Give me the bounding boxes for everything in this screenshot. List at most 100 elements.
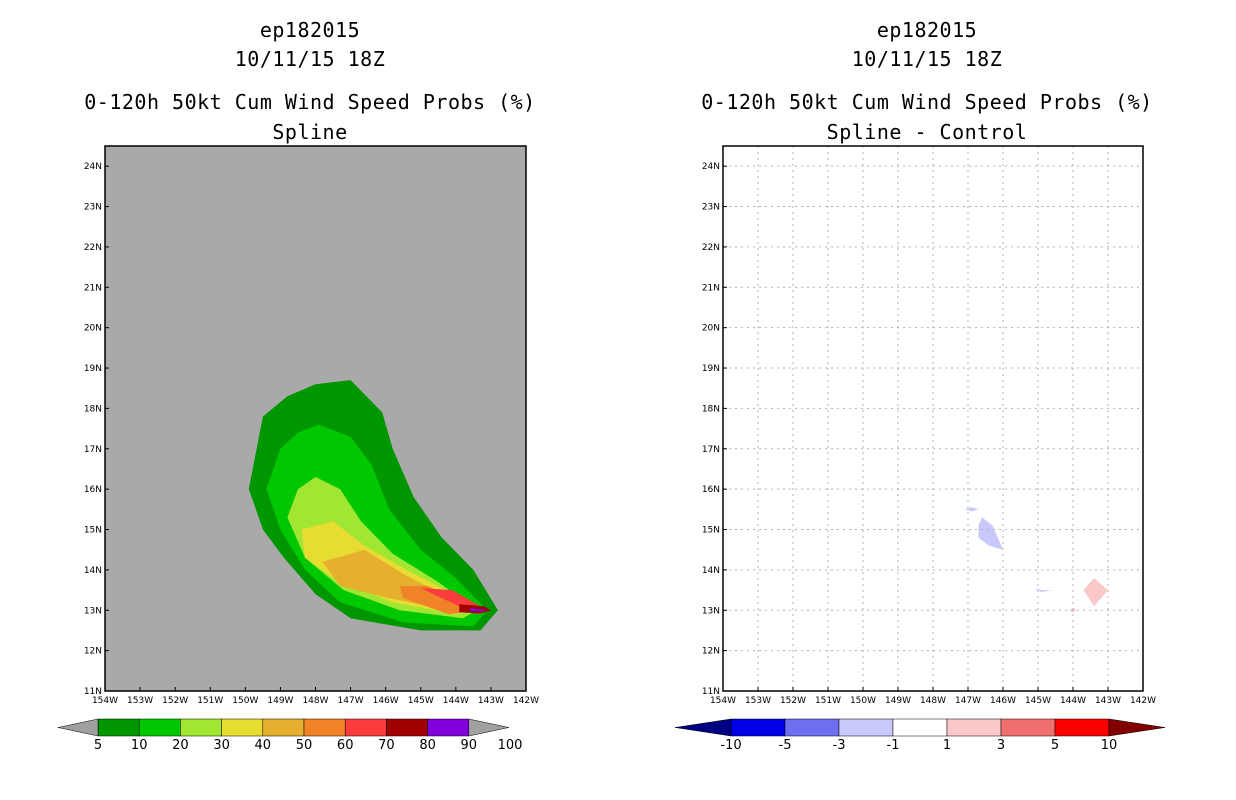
left-ytick-label: 19N	[84, 364, 102, 374]
right-colorbar-extend-high	[1108, 718, 1166, 737]
right-ytick-label: 24N	[702, 162, 720, 172]
right-ytick-label: 13N	[702, 606, 720, 616]
left-ytick-label: 12N	[84, 647, 102, 657]
right-ytick-label: 16N	[702, 485, 720, 495]
left-colorbar-swatch	[138, 718, 181, 737]
left-colorbar-label: 50	[296, 738, 313, 753]
right-colorbar-label: 3	[997, 738, 1005, 753]
right-xtick-label: 144W	[1060, 696, 1086, 706]
right-ytick-label: 20N	[702, 324, 720, 334]
right-colorbar-label: -10	[720, 738, 741, 753]
left-ytick-label: 22N	[84, 243, 102, 253]
left-contour-10-1	[266, 424, 488, 627]
left-ytick-label: 15N	[84, 526, 102, 536]
right-ytick-label: 12N	[702, 647, 720, 657]
right-colorbar-swatch	[892, 718, 948, 737]
right-ytick-label: 15N	[702, 526, 720, 536]
right-xtick-label: 151W	[815, 696, 841, 706]
left-colorbar-swatch	[221, 718, 264, 737]
left-xtick-label: 153W	[127, 696, 153, 706]
left-contour-90-9	[469, 608, 488, 612]
right-xtick-label: 142W	[1130, 696, 1156, 706]
right-xtick-label: 149W	[885, 696, 911, 706]
left-colorbar-label: 100	[498, 738, 523, 753]
right-colorbar-label: -3	[833, 738, 846, 753]
right-ytick-label: 19N	[702, 364, 720, 374]
left-ytick-label: 11N	[84, 687, 102, 697]
left-colorbar-label: 5	[94, 738, 102, 753]
left-colorbar-swatch	[97, 718, 140, 737]
right-colorbar-swatch	[1000, 718, 1056, 737]
right-xtick-label: 148W	[920, 696, 946, 706]
left-colorbar-swatch	[303, 718, 346, 737]
right-title-line-4: Spline - Control	[826, 120, 1028, 144]
left-colorbar-extend-low	[57, 718, 99, 737]
right-colorbar-swatch	[946, 718, 1002, 737]
right-colorbar-label: -1	[887, 738, 900, 753]
right-colorbar-extend-low	[674, 718, 732, 737]
right-contour-neg1-1	[978, 517, 1003, 550]
left-colorbar-swatch	[427, 718, 470, 737]
left-colorbar-label: 90	[461, 738, 478, 753]
left-ytick-label: 18N	[84, 404, 102, 414]
left-ytick-label: 16N	[84, 485, 102, 495]
right-xtick-label: 154W	[710, 696, 736, 706]
left-xtick-label: 152W	[162, 696, 188, 706]
left-xtick-label: 147W	[338, 696, 364, 706]
right-xtick-label: 153W	[745, 696, 771, 706]
right-colorbar-swatch	[1054, 718, 1110, 737]
left-colorbar-swatch	[262, 718, 305, 737]
left-xtick-label: 145W	[408, 696, 434, 706]
left-xtick-label: 154W	[92, 696, 118, 706]
right-map-frame	[722, 145, 1144, 692]
left-colorbar-swatch	[344, 718, 387, 737]
left-xtick-label: 151W	[197, 696, 223, 706]
left-colorbar-swatch	[180, 718, 222, 737]
right-map-panel: 154W 153W 152W 151W 150W 149W 148W 147W 146W 145W…	[702, 145, 1156, 706]
left-ytick-label: 23N	[84, 203, 102, 213]
left-title-line-1: ep182015	[259, 18, 361, 42]
left-map-frame	[104, 145, 527, 692]
left-title-line-3: 0-120h 50kt Cum Wind Speed Probs (%)	[84, 90, 536, 114]
right-ytick-label: 11N	[702, 687, 720, 697]
left-xtick-label: 143W	[478, 696, 504, 706]
right-xtick-label: 147W	[955, 696, 981, 706]
right-contour-neg1-2	[1034, 588, 1052, 593]
left-map-panel: 154W 153W 152W 151W 150W 149W 148W 147W 146W 145W…	[84, 145, 539, 706]
right-colorbar: -10 -5 -3 -1 1 3 5 10	[674, 718, 1166, 753]
right-title-line-1: ep182015	[876, 18, 978, 42]
right-xtick-label: 150W	[850, 696, 876, 706]
left-xtick-label: 142W	[513, 696, 539, 706]
left-ytick-label: 20N	[84, 324, 102, 334]
right-ytick-label: 17N	[702, 445, 720, 455]
right-title-line-3: 0-120h 50kt Cum Wind Speed Probs (%)	[701, 90, 1153, 114]
left-ytick-label: 14N	[84, 566, 102, 576]
left-colorbar-label: 30	[213, 738, 230, 753]
right-contour-1-3	[1083, 578, 1108, 607]
left-xtick-label: 146W	[373, 696, 399, 706]
right-colorbar-swatch	[784, 718, 840, 737]
right-ytick-label: 22N	[702, 243, 720, 253]
left-ytick-label: 21N	[84, 283, 102, 293]
right-ytick-label: 18N	[702, 404, 720, 414]
left-ytick-label: 13N	[84, 606, 102, 616]
left-colorbar-label: 20	[172, 738, 189, 753]
right-xtick-label: 143W	[1095, 696, 1121, 706]
left-colorbar-label: 10	[131, 738, 148, 753]
right-title-line-2: 10/11/15 18Z	[851, 47, 1003, 71]
left-colorbar-label: 70	[378, 738, 395, 753]
left-ytick-label: 24N	[84, 162, 102, 172]
left-xtick-label: 148W	[302, 696, 328, 706]
left-xtick-label: 144W	[443, 696, 469, 706]
left-title-line-2: 10/11/15 18Z	[234, 47, 386, 71]
left-colorbar-extend-high	[468, 718, 509, 737]
right-colorbar-swatch	[730, 718, 786, 737]
left-colorbar-swatch	[386, 718, 428, 737]
left-xtick-label: 149W	[267, 696, 293, 706]
right-xtick-label: 146W	[990, 696, 1016, 706]
right-colorbar-swatch	[838, 718, 894, 737]
right-ytick-label: 14N	[702, 566, 720, 576]
left-colorbar: 5 10 20 30 40 50 60 70 80 90 100	[57, 718, 523, 753]
right-ytick-label: 21N	[702, 283, 720, 293]
